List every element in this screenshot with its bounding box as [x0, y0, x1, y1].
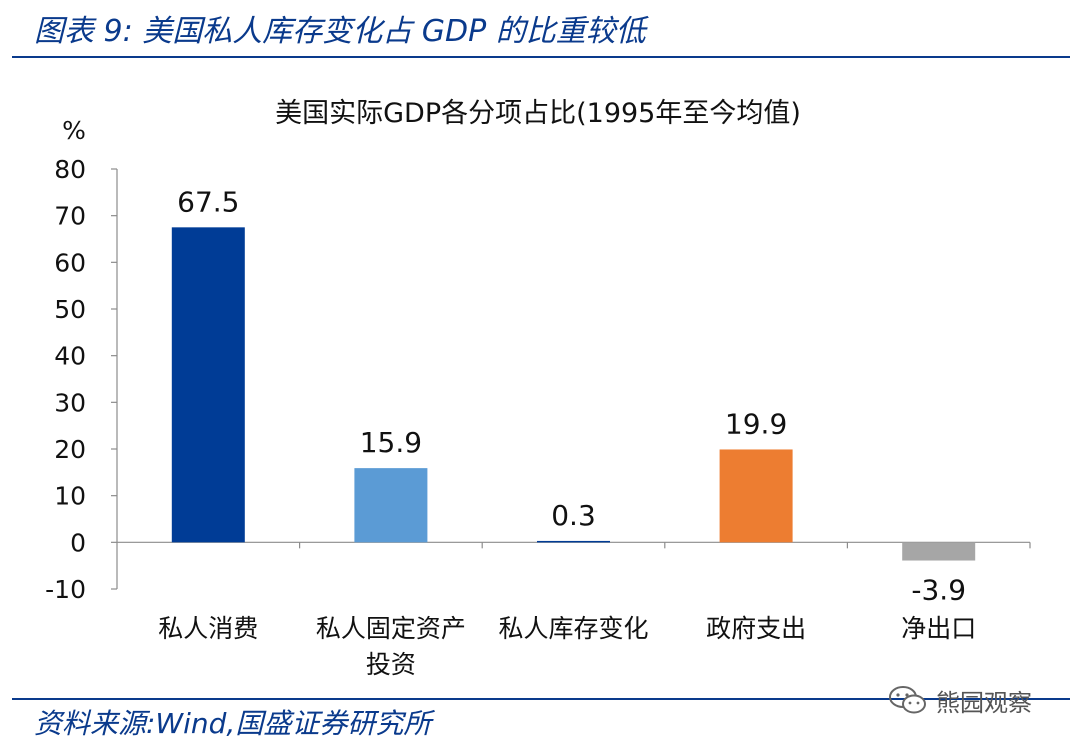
y-tick-label: 0: [70, 528, 86, 557]
y-tick-label: 60: [54, 248, 86, 277]
y-tick-label: 30: [54, 388, 86, 417]
y-tick-label: -10: [45, 575, 86, 604]
y-tick-label: 80: [54, 155, 86, 184]
chart-title: 美国实际GDP各分项占比(1995年至今均值): [275, 98, 801, 129]
y-tick-label: 20: [54, 435, 86, 464]
y-tick-label: 40: [54, 342, 86, 371]
figure-title: 图表 9: 美国私人库存变化占 GDP 的比重较低: [34, 14, 646, 49]
category-label: 政府支出: [706, 614, 806, 643]
y-tick-label: 10: [54, 482, 86, 511]
header-rule: [12, 56, 1070, 58]
bar: [902, 542, 976, 561]
category-label: 私人固定资产: [316, 614, 466, 643]
data-label: -3.9: [911, 574, 966, 607]
watermark-text: 熊园观察: [936, 688, 1032, 717]
bar: [719, 449, 793, 543]
watermark: 熊园观察: [888, 680, 1032, 720]
bar: [171, 227, 245, 543]
data-label: 0.3: [551, 499, 596, 532]
category-label: 私人库存变化: [498, 614, 648, 643]
footer-rule: [12, 698, 1070, 700]
bars: [171, 227, 976, 561]
data-label: 15.9: [360, 426, 422, 459]
data-label: 67.5: [177, 185, 239, 218]
data-label: 19.9: [725, 407, 787, 440]
axis-ticks: [111, 168, 1031, 590]
source-note: 资料来源:Wind,国盛证券研究所: [34, 707, 432, 740]
bar: [354, 468, 428, 543]
y-tick-labels: 80 70 60 50 40 30 20 10 0 -10: [45, 155, 86, 604]
bar: [537, 540, 610, 543]
data-labels: 67.5 15.9 0.3 19.9 -3.9: [177, 185, 966, 606]
bar-chart: 美国实际GDP各分项占比(1995年至今均值) % 80 70 60 50 40 30 20…: [45, 98, 1031, 679]
y-tick-label: 70: [54, 202, 86, 231]
category-label: 净出口: [901, 614, 976, 643]
wechat-icon: [889, 686, 926, 714]
category-label: 投资: [366, 650, 416, 679]
y-tick-label: 50: [54, 295, 86, 324]
category-label: 私人消费: [158, 614, 258, 643]
y-axis-unit: %: [62, 116, 86, 145]
